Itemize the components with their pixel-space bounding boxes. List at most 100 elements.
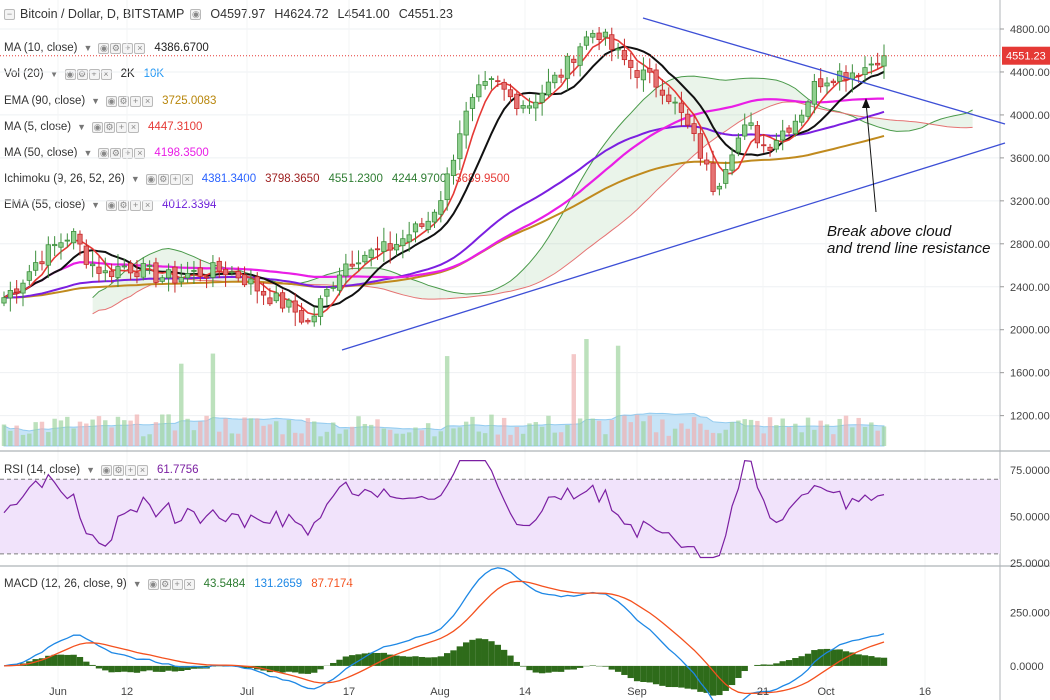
- candle-body: [742, 124, 748, 137]
- candle-body: [58, 242, 64, 248]
- macd-histogram-bar: [374, 652, 381, 666]
- macd-tick-label: 250.0000: [1010, 608, 1050, 620]
- settings-icon[interactable]: ⚙: [118, 199, 130, 211]
- volume-bar: [685, 428, 690, 446]
- legend-controls[interactable]: ◉ ⚙ + ×: [92, 121, 140, 133]
- chevron-down-icon[interactable]: ▼: [83, 43, 93, 53]
- settings-icon[interactable]: ⚙: [112, 464, 124, 476]
- candle-body: [425, 220, 431, 230]
- settings-icon[interactable]: ⚙: [157, 173, 169, 185]
- macd-histogram-bar: [861, 655, 869, 666]
- candle-body: [457, 133, 463, 160]
- close-icon[interactable]: ×: [134, 42, 146, 54]
- visibility-icon[interactable]: ◉: [64, 68, 76, 80]
- close-icon[interactable]: ×: [128, 121, 140, 133]
- collapse-icon[interactable]: −: [4, 8, 15, 20]
- candle-body: [533, 101, 539, 109]
- close-icon[interactable]: ×: [142, 199, 154, 211]
- close-icon[interactable]: ×: [100, 68, 112, 80]
- macd-histogram-bar: [488, 641, 495, 666]
- add-icon[interactable]: +: [88, 68, 100, 80]
- visibility-icon[interactable]: ◉: [147, 578, 159, 590]
- chevron-down-icon[interactable]: ▼: [91, 96, 101, 106]
- legend-controls[interactable]: ◉ ⚙ + ×: [98, 147, 146, 159]
- volume-bar: [166, 414, 171, 446]
- settings-icon[interactable]: ⚙: [110, 42, 122, 54]
- ema90-line: [3, 134, 885, 299]
- volume-bar: [577, 418, 583, 446]
- rsi-legend: RSI (14, close) ▼ ◉ ⚙ + × 61.7756: [4, 461, 208, 479]
- legend-label: MA (50, close): [4, 147, 78, 159]
- chevron-down-icon[interactable]: ▼: [49, 69, 59, 79]
- settings-icon[interactable]: ⚙: [118, 95, 130, 107]
- close-icon[interactable]: ×: [181, 173, 193, 185]
- volume-bar: [343, 429, 349, 446]
- visibility-icon[interactable]: ◉: [100, 464, 112, 476]
- close-icon[interactable]: ×: [183, 578, 195, 590]
- candle-body: [355, 262, 362, 265]
- visibility-icon[interactable]: ◉: [106, 95, 118, 107]
- trend-lines[interactable]: [0, 17, 1006, 351]
- macd-line: [3, 567, 885, 700]
- add-icon[interactable]: +: [169, 173, 181, 185]
- candle-body: [463, 110, 469, 136]
- legend-controls[interactable]: ◉ ⚙ + ×: [145, 173, 194, 185]
- macd-line-value: 131.2659: [254, 578, 303, 590]
- chevron-down-icon[interactable]: ▼: [77, 122, 87, 132]
- legend-controls[interactable]: ◉ ⚙ + ×: [106, 95, 154, 107]
- candle-body: [482, 81, 488, 86]
- candle-body: [469, 97, 476, 109]
- candle-body: [71, 231, 77, 244]
- visibility-icon[interactable]: ◉: [98, 42, 110, 54]
- candle-body: [507, 89, 514, 98]
- candle-body: [628, 59, 634, 68]
- candle-body: [792, 120, 798, 135]
- macd-controls[interactable]: ◉ ⚙ + ×: [147, 578, 196, 590]
- volume-bar: [698, 423, 703, 446]
- close-icon[interactable]: ×: [136, 464, 148, 476]
- volume-bar: [501, 417, 507, 446]
- rsi-controls[interactable]: ◉ ⚙ + ×: [100, 464, 149, 476]
- candle-body: [685, 113, 691, 126]
- add-icon[interactable]: +: [124, 464, 136, 476]
- visibility-icon[interactable]: ◉: [190, 8, 202, 20]
- candle-body: [786, 127, 792, 133]
- visibility-icon[interactable]: ◉: [106, 199, 118, 211]
- chevron-down-icon[interactable]: ▼: [132, 579, 142, 589]
- ohlc-low: L4541.00: [337, 7, 390, 21]
- settings-icon[interactable]: ⚙: [159, 578, 171, 590]
- settings-icon[interactable]: ⚙: [104, 121, 116, 133]
- add-icon[interactable]: +: [171, 578, 183, 590]
- candle-body: [90, 263, 96, 267]
- chevron-down-icon[interactable]: ▼: [86, 465, 95, 475]
- chevron-down-icon[interactable]: ▼: [91, 200, 101, 210]
- chevron-down-icon[interactable]: ▼: [130, 174, 140, 184]
- macd-histogram-bar: [76, 656, 84, 666]
- macd-histogram-bar: [608, 665, 615, 670]
- rsi-tick-label: 25.0000: [1010, 558, 1050, 570]
- add-icon[interactable]: +: [122, 42, 134, 54]
- volume-bar: [394, 433, 399, 446]
- visibility-icon[interactable]: ◉: [145, 173, 157, 185]
- chevron-down-icon[interactable]: ▼: [83, 148, 93, 158]
- add-icon[interactable]: +: [130, 199, 142, 211]
- add-icon[interactable]: +: [130, 95, 142, 107]
- close-icon[interactable]: ×: [142, 95, 154, 107]
- volume-bar: [406, 432, 412, 446]
- candle-body: [77, 233, 83, 245]
- settings-icon[interactable]: ⚙: [76, 68, 88, 80]
- volume-bar: [647, 415, 652, 446]
- macd-histogram-bar: [469, 639, 476, 666]
- legend-controls[interactable]: ◉ ⚙ + ×: [106, 199, 154, 211]
- macd-histogram-bar: [526, 665, 533, 671]
- visibility-icon[interactable]: ◉: [92, 121, 104, 133]
- candle-body: [324, 288, 330, 297]
- volume-bar: [52, 418, 57, 446]
- volume-bar: [723, 429, 728, 446]
- legend-controls[interactable]: ◉ ⚙ + ×: [64, 68, 113, 80]
- legend-controls[interactable]: ◉ ⚙ + ×: [98, 42, 146, 54]
- macd-histogram-bar: [45, 655, 52, 666]
- macd-histogram-bar: [412, 656, 419, 666]
- symbol-controls[interactable]: ◉: [190, 8, 202, 20]
